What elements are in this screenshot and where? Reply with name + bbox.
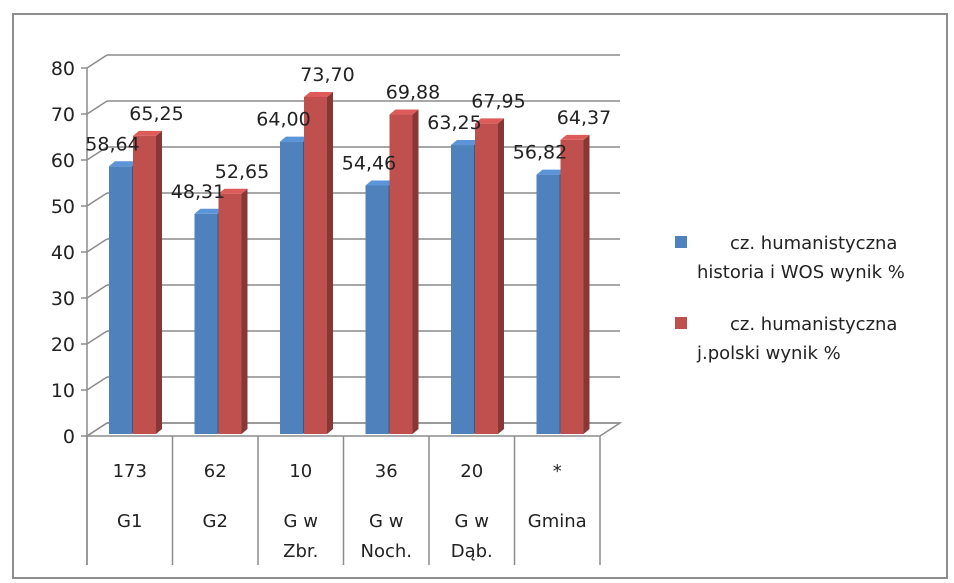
bar-top: [475, 118, 504, 124]
grid-diagonal: [86, 146, 108, 161]
bar-side: [156, 130, 162, 434]
legend-label: cz. humanistyczna: [730, 314, 897, 335]
bar-top: [560, 134, 590, 140]
bar-side: [241, 188, 248, 434]
bar-top: [194, 208, 224, 214]
x-category-label: Dąb.: [451, 541, 493, 562]
bar-top: [133, 130, 162, 136]
y-tick-label: 50: [51, 196, 75, 218]
grid-diagonal: [86, 100, 108, 115]
y-tick-label: 70: [51, 104, 75, 126]
bar: [218, 193, 242, 434]
x-category-label: G2: [203, 511, 228, 532]
legend-entry-1: cz. humanistyczna historia i WOS wynik %: [675, 233, 905, 283]
bar-top: [365, 180, 395, 186]
legend-swatch: [675, 317, 687, 329]
grid-diagonal: [86, 284, 108, 299]
data-label: 69,88: [386, 82, 440, 104]
x-category-label: 62: [204, 461, 227, 482]
data-label: 54,46: [342, 152, 396, 174]
legend-label: j.polski wynik %: [696, 343, 841, 364]
bar: [194, 213, 218, 434]
legend-entry-2: cz. humanistyczna j.polski wynik %: [675, 314, 897, 364]
x-category-label: G w: [455, 511, 489, 532]
bar-top: [280, 136, 309, 142]
bar-top: [389, 109, 419, 115]
bar-top: [536, 169, 566, 175]
data-label: 58,64: [85, 133, 139, 155]
x-category-label: 173: [113, 461, 147, 482]
bar-side: [583, 134, 590, 434]
bar-top: [218, 188, 248, 194]
data-label: 65,25: [129, 103, 183, 125]
bar-top: [451, 140, 480, 146]
x-category-label: 10: [289, 461, 312, 482]
bar: [560, 139, 584, 434]
bar-top: [109, 161, 138, 167]
y-tick-label: 0: [63, 426, 75, 448]
data-label: 52,65: [215, 161, 269, 183]
y-tick-label: 40: [51, 242, 75, 264]
x-category-label: G w: [369, 511, 403, 532]
y-tick-label: 60: [51, 150, 75, 172]
data-label: 56,82: [513, 142, 567, 164]
data-label: 63,25: [427, 112, 481, 134]
y-tick-label: 20: [51, 334, 75, 356]
bar-top: [304, 91, 333, 97]
bar: [280, 141, 303, 434]
y-tick-label: 10: [51, 380, 75, 402]
bar: [304, 96, 327, 434]
legend-label: cz. humanistyczna: [730, 233, 897, 254]
data-label: 64,00: [256, 109, 310, 131]
data-label: 73,70: [300, 64, 354, 86]
bar: [451, 145, 474, 435]
grid-diagonal: [86, 192, 108, 207]
x-category-label: 36: [375, 461, 398, 482]
x-category-label: Gmina: [528, 511, 587, 532]
x-category-label: G w: [284, 511, 318, 532]
x-category-label: Zbr.: [283, 541, 318, 562]
grid-diagonal: [86, 376, 108, 391]
bar: [365, 185, 389, 434]
data-label: 67,95: [471, 90, 525, 112]
x-category-label: *: [553, 461, 562, 482]
bar-side: [498, 118, 504, 435]
bar: [109, 166, 132, 435]
y-tick-label: 30: [51, 288, 75, 310]
data-label: 64,37: [557, 107, 611, 129]
x-category-label: Noch.: [360, 541, 412, 562]
legend-label: historia i WOS wynik %: [697, 262, 905, 283]
x-category-label: 20: [460, 461, 483, 482]
grid-diagonal: [86, 54, 108, 69]
bar-side: [412, 109, 419, 434]
bar: [389, 114, 413, 434]
y-tick-label: 80: [51, 58, 75, 80]
x-category-label: G1: [117, 511, 142, 532]
legend-swatch: [675, 236, 687, 248]
bar: [475, 123, 498, 435]
bar-side: [327, 91, 333, 434]
grid-diagonal: [86, 330, 108, 345]
data-label: 48,31: [171, 181, 225, 203]
bar: [133, 135, 156, 434]
bar: [536, 174, 560, 435]
grid-diagonal: [86, 238, 108, 253]
